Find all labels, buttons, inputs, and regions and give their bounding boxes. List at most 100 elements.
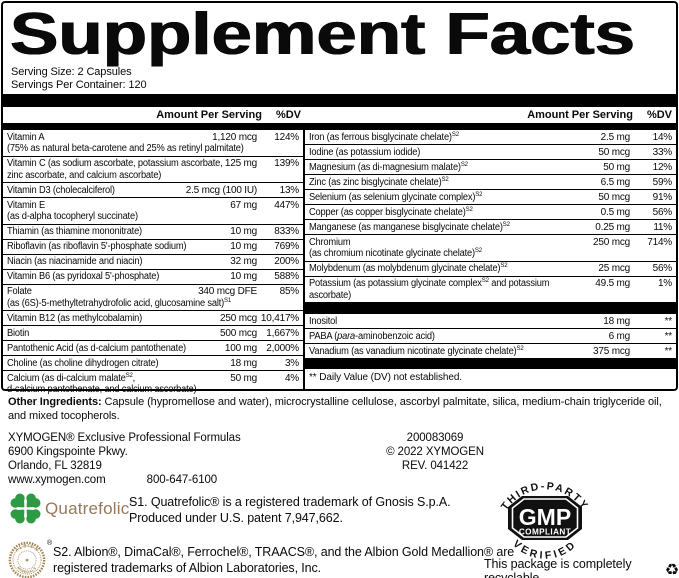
- nutrient-dv: 56%: [652, 263, 673, 274]
- nutrient-dv: 1%: [657, 278, 672, 289]
- section-separator-bar: [305, 302, 676, 313]
- nutrient-amount: 25 mcg: [598, 263, 630, 274]
- serving-size: Serving Size: 2 Capsules: [11, 66, 132, 78]
- nutrient-name: Niacin (as niacinamide and niacin): [7, 256, 143, 267]
- recyclable-text: This package is completely recyclable: [484, 557, 632, 578]
- nutrient-dv: 13%: [279, 184, 300, 196]
- nutrient-dv: 447%: [274, 199, 299, 211]
- product-codes: 200083069 © 2022 XYMOGEN REV. 041422: [332, 431, 538, 473]
- nutrient-name: Folate (as (6S)-5-methyltetrahydrofolic a…: [7, 286, 300, 309]
- column-headers: Amount Per Serving %DV Amount Per Serving…: [3, 107, 676, 123]
- nutrient-name: Vitamin A (75% as natural beta-carotene a…: [7, 132, 300, 155]
- nutrient-dv: 2,000%: [266, 342, 299, 354]
- nutrient-amount: 18 mg: [603, 315, 630, 327]
- amount-header-right: Amount Per Serving: [527, 109, 633, 121]
- nutrient-amount: 10 mg: [230, 241, 257, 252]
- nutrient-name: Chromium (as chromium nicotinate glycinat…: [309, 237, 674, 260]
- nutrient-dv: 85%: [279, 286, 300, 297]
- gmp-sub-text: COMPLIANT: [519, 528, 571, 537]
- nutrient-name: Iodine (as potassium iodide): [309, 146, 421, 158]
- nutrient-row: Pantothenic Acid (as d-calcium pantothen…: [3, 340, 303, 355]
- gmp-seal-icon: THIRD-PARTY GMP COMPLIANT VERIFIED: [499, 480, 589, 562]
- nutrient-name: Biotin: [7, 327, 30, 339]
- nutrient-name-continued: (as d-alpha tocopheryl succinate): [7, 211, 138, 222]
- company-name: XYMOGEN® Exclusive Professional Formulas: [8, 432, 241, 444]
- nutrient-amount: 50 mg: [603, 161, 630, 173]
- svg-text:MINERALS: MINERALS: [16, 566, 37, 575]
- nutrient-name-continued: (as chromium nicotinate glycinate chelat…: [309, 247, 482, 259]
- nutrient-row: Vitamin B12 (as methylcobalamin) 250 mcg 1…: [3, 310, 303, 325]
- svg-text:ALBION: ALBION: [14, 543, 40, 553]
- nutrient-dv: 12%: [652, 161, 673, 173]
- gmp-seal: THIRD-PARTY GMP COMPLIANT VERIFIED: [489, 476, 601, 569]
- nutrient-row: Vitamin C (as sodium ascorbate, potassiu…: [3, 155, 303, 183]
- nutrient-row: Zinc (as zinc bisglycinate chelate)S2 6.5…: [305, 174, 676, 189]
- nutrient-name: Thiamin (as thiamine mononitrate): [7, 226, 142, 237]
- nutrient-amount: 50 mcg: [598, 191, 630, 203]
- company-phone: 800-647-6100: [146, 474, 218, 486]
- nutrient-name: Molybdenum (as molybdenum glycinate chel…: [309, 262, 508, 274]
- nutrient-amount: 340 mcg DFE: [198, 286, 257, 297]
- s1-line1: S1. Quatrefolic® is a registered tradema…: [129, 495, 451, 509]
- nutrient-amount: 250 mcg: [593, 236, 630, 248]
- nutrient-row: Manganese (as manganese bisglycinate che…: [305, 219, 676, 234]
- copyright: © 2022 XYMOGEN: [386, 446, 484, 458]
- nutrient-row: Vitamin B6 (as pyridoxal 5'-phosphate) 10…: [3, 268, 303, 284]
- nutrient-name: Pantothenic Acid (as d-calcium pantothen…: [7, 342, 186, 354]
- nutrient-amount: 6.5 mg: [600, 176, 631, 188]
- quatrefolic-logo: Quatrefolic*: [9, 492, 133, 525]
- daily-value-note: ** Daily Value (DV) not established.: [309, 372, 462, 383]
- servings-per-container: Servings Per Container: 120: [11, 78, 147, 91]
- nutrient-dv: **: [664, 345, 673, 357]
- nutrient-name: Vitamin E (as d-alpha tocopheryl succinat…: [7, 200, 300, 223]
- nutrient-dv: **: [664, 315, 673, 327]
- nutrient-row: Vitamin E (as d-alpha tocopheryl succinat…: [3, 197, 303, 224]
- divider-bar-top: [3, 94, 676, 107]
- nutrient-amount: 2.5 mg: [600, 131, 631, 143]
- recyclable-note: This package is completely recyclable ♻: [484, 557, 679, 578]
- nutrient-amount: 18 mg: [230, 357, 257, 369]
- nutrient-amount: 100 mg: [224, 342, 257, 354]
- company-city: Orlando, FL 32819: [8, 460, 102, 472]
- nutrient-row: Folate (as (6S)-5-methyltetrahydrofolic a…: [3, 283, 303, 311]
- nutrient-row: Vanadium (as vanadium nicotinate glycina…: [305, 343, 676, 358]
- nutrient-name: Selenium (as selenium glycinate complex)…: [309, 190, 483, 203]
- nutrient-dv: 4%: [284, 372, 299, 384]
- supplement-facts-panel: Supplement Facts Serving Size: 2 Capsule…: [1, 1, 678, 395]
- nutrient-name-continued: (as (6S)-5-methyltetrahydrofolic acid, g…: [7, 296, 232, 309]
- s1-line2: Produced under U.S. patent 7,947,662.: [129, 511, 343, 525]
- s1-trademark-note: S1. Quatrefolic® is a registered tradema…: [129, 494, 451, 526]
- nutrient-name-continued: (75% as natural beta-carotene and 25% as…: [7, 143, 244, 154]
- medallion-registered-mark: ®: [47, 540, 53, 547]
- nutrient-dv: 124%: [274, 131, 299, 143]
- nutrient-name-continued: ascorbate): [309, 289, 352, 301]
- nutrient-dv: 588%: [274, 271, 299, 282]
- nutrient-name: Vitamin B6 (as pyridoxal 5'-phosphate): [7, 271, 160, 282]
- nutrient-dv: 91%: [652, 191, 673, 203]
- nutrient-name: Inositol: [309, 315, 337, 327]
- clover-icon: [10, 493, 41, 524]
- company-website: www.xymogen.com: [8, 474, 106, 486]
- nutrient-name: Calcium (as di-calcium malateS2, d-calciu…: [7, 372, 300, 396]
- nutrient-dv: 14%: [652, 131, 673, 143]
- revision: REV. 041422: [401, 460, 469, 472]
- nutrient-dv: 10,417%: [260, 312, 299, 324]
- nutrient-row: Potassium (as potassium glycinate comple…: [305, 275, 676, 303]
- divider-bar-under-header: [3, 123, 676, 130]
- nutrient-dv: 33%: [652, 146, 673, 158]
- nutrient-row: Thiamin (as thiamine mononitrate) 10 mg 83…: [3, 223, 303, 239]
- nutrient-amount: 50 mg: [230, 372, 257, 384]
- s2-line1: S2. Albion®, DimaCal®, Ferrochel®, TRAAC…: [53, 545, 515, 559]
- nutrient-amount: 125 mg: [224, 158, 257, 169]
- nutrient-amount: 250 mcg: [220, 312, 257, 324]
- other-ingredients-text: Capsule (hypromellose and water), microc…: [8, 396, 662, 422]
- nutrient-name: Riboflavin (as riboflavin 5'-phosphate s…: [7, 241, 187, 252]
- nutrient-name: Zinc (as zinc bisglycinate chelate)S2: [309, 175, 449, 188]
- nutrient-amount: 10 mg: [230, 226, 257, 237]
- gmp-main-text: GMP: [519, 504, 571, 530]
- nutrient-row: PABA (para-aminobenzoic acid) 6 mg **: [305, 328, 676, 343]
- dv-header-left: %DV: [275, 109, 301, 121]
- nutrient-row: Selenium (as selenium glycinate complex)…: [305, 189, 676, 204]
- nutrient-name-continued: d-calcium pantothenate, and calcium asco…: [7, 384, 197, 395]
